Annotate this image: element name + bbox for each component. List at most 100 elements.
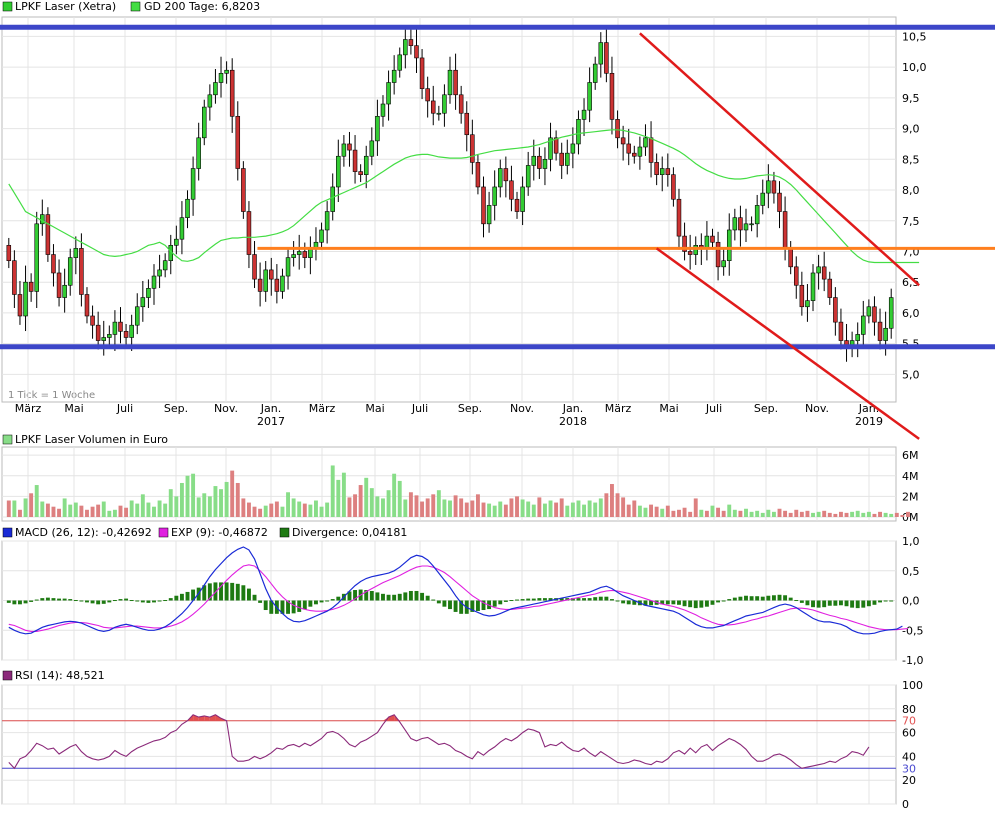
divergence-bar [643,600,648,606]
volume-bar [604,493,609,517]
divergence-bar [23,600,28,604]
divergence-bar [582,598,586,601]
divergence-bar [347,591,352,601]
candle-body [542,159,548,169]
candle-body [659,168,665,175]
volume-bar [744,508,748,517]
volume-bar [788,512,793,517]
candle-body [324,211,330,231]
volume-bar [822,510,827,517]
candle-body [464,112,470,136]
macd-legend-label: MACD (26, 12): -0,42692 [15,526,152,539]
volume-bar [794,509,799,517]
divergence-bar [34,599,39,601]
candle-body [525,165,531,188]
rsi-y-tick: 40 [902,750,916,763]
divergence-bar [744,595,748,601]
volume-bar [827,512,832,517]
volume-bar [157,500,162,517]
divergence-bar [509,600,514,602]
candle-body [369,140,375,157]
candle-body [56,272,62,298]
volume-bar [900,514,905,517]
volume-bar [503,504,508,517]
divergence-bar [219,582,223,601]
candle-body [559,152,564,166]
volume-y-tick: 0M [902,511,919,524]
candle-body [269,269,274,280]
panel-frame-0 [1,16,897,403]
candle-body [185,198,190,218]
x-month-label: März [605,402,632,415]
candle-body [430,100,436,114]
divergence-bar [96,600,101,605]
candle-body [285,257,291,277]
candle-body [397,54,402,71]
volume-bar [185,475,190,517]
candle-body [319,229,324,243]
candle-body [447,69,453,96]
tick-note: 1 Tick = 1 Woche [8,390,95,401]
divergence-bar [621,600,626,604]
volume-bar [353,494,358,517]
divergence-bar [191,589,196,601]
divergence-bar [330,599,335,601]
divergence-bar [101,600,106,604]
candle-body [101,337,106,341]
volume-bar [191,473,196,517]
volume-bar [526,501,531,517]
plot-layers: 5,05,56,06,57,07,58,08,59,09,510,010,5Mä… [0,16,995,811]
x-month-label: Jan. [260,402,281,415]
x-month-label: März [309,402,336,415]
rsi-overbought-fill [394,714,400,721]
divergence-bar [51,598,56,601]
x-month-label: Nov. [214,402,238,415]
sma200-line [8,129,920,264]
x-month-label: Juli [705,402,722,415]
candle-body [151,275,157,289]
candle-body [40,214,45,225]
divergence-bar [442,600,447,607]
volume-bar [51,506,56,517]
divergence-bar [727,599,732,601]
price-y-tick: 5,0 [902,368,920,381]
volume-bar [660,508,665,517]
candle-body [363,155,369,175]
divergence-bar [386,594,391,601]
divergence-bar [68,599,73,601]
rsi-y-tick: 0 [902,798,909,811]
volume-bar [838,511,843,517]
volume-bar [230,470,235,517]
volume-bar [6,500,11,517]
divergence-bar [459,600,464,614]
candle-body [503,168,509,182]
volume-bar [459,498,464,517]
volume-bar [420,501,425,517]
divergence-bar [224,582,229,601]
volume-bar [626,504,631,517]
x-month-label: Mai [365,402,384,415]
candle-body [162,260,168,271]
macd-y-tick: 0,0 [902,595,920,608]
volume-bar [246,502,251,517]
divergence-bar [369,590,374,601]
candle-body [224,69,229,74]
volume-bar [721,510,726,517]
divergence-bar [710,600,715,605]
volume-bar [710,505,715,517]
divergence-bar [107,600,112,603]
volume-bar [883,512,888,517]
candle-body [17,294,23,317]
candle-body [794,266,799,286]
rsi-overbought-fill [193,714,199,721]
price-y-tick: 6,0 [902,307,920,320]
divergence-bar [732,597,737,601]
candle-body [676,198,682,237]
candle-body [481,186,486,225]
volume-bar [369,488,374,517]
candle-body [79,248,84,295]
divergence-bar [168,598,173,601]
candle-body [302,251,308,258]
divergence-bar [878,600,882,603]
volume-bar [531,504,536,517]
